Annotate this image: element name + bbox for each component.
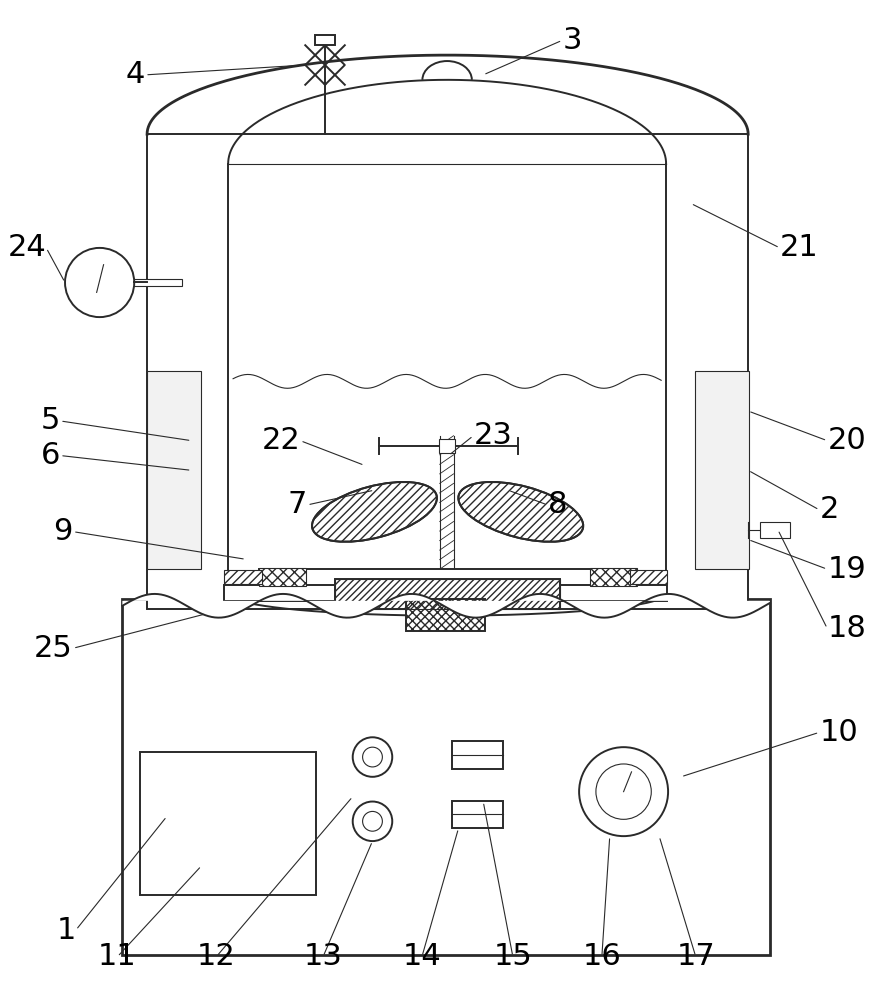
- Text: 3: 3: [562, 26, 581, 55]
- Text: 21: 21: [780, 233, 819, 262]
- Bar: [760, 522, 789, 538]
- Text: 14: 14: [403, 942, 442, 971]
- Text: 4: 4: [126, 60, 145, 89]
- Text: 25: 25: [35, 634, 73, 663]
- Bar: [629, 570, 667, 584]
- Ellipse shape: [458, 482, 583, 542]
- Text: 13: 13: [304, 942, 342, 971]
- Bar: [140, 752, 316, 895]
- Bar: [406, 599, 485, 631]
- Bar: [590, 568, 637, 586]
- Text: 24: 24: [7, 233, 46, 262]
- Text: 19: 19: [827, 555, 866, 584]
- Bar: [451, 741, 503, 769]
- Text: 23: 23: [473, 421, 512, 450]
- Text: 2: 2: [820, 495, 839, 524]
- Bar: [315, 35, 335, 45]
- Bar: [439, 439, 455, 453]
- Bar: [122, 599, 770, 955]
- Text: 6: 6: [41, 441, 60, 470]
- Text: 7: 7: [288, 490, 307, 519]
- Bar: [335, 579, 560, 609]
- Polygon shape: [122, 594, 770, 618]
- Bar: [695, 371, 750, 569]
- Bar: [258, 568, 306, 586]
- Text: 16: 16: [582, 942, 621, 971]
- Text: 5: 5: [41, 406, 60, 435]
- Text: 10: 10: [820, 718, 858, 747]
- Ellipse shape: [312, 482, 437, 542]
- Bar: [224, 570, 262, 584]
- Bar: [147, 371, 202, 569]
- Text: 18: 18: [827, 614, 866, 643]
- Circle shape: [579, 747, 668, 836]
- Text: 11: 11: [98, 942, 137, 971]
- Bar: [147, 134, 748, 609]
- Bar: [335, 579, 560, 609]
- Bar: [224, 585, 667, 601]
- Text: 17: 17: [676, 942, 715, 971]
- Bar: [451, 801, 503, 828]
- Circle shape: [65, 248, 135, 317]
- Bar: [132, 279, 181, 286]
- Circle shape: [353, 802, 392, 841]
- Text: 8: 8: [548, 490, 567, 519]
- Text: 12: 12: [196, 942, 235, 971]
- Text: 15: 15: [494, 942, 532, 971]
- Text: 9: 9: [54, 517, 73, 546]
- Bar: [258, 569, 636, 591]
- Text: 22: 22: [262, 426, 300, 455]
- Circle shape: [353, 737, 392, 777]
- Text: 1: 1: [57, 916, 76, 945]
- Text: 20: 20: [827, 426, 866, 455]
